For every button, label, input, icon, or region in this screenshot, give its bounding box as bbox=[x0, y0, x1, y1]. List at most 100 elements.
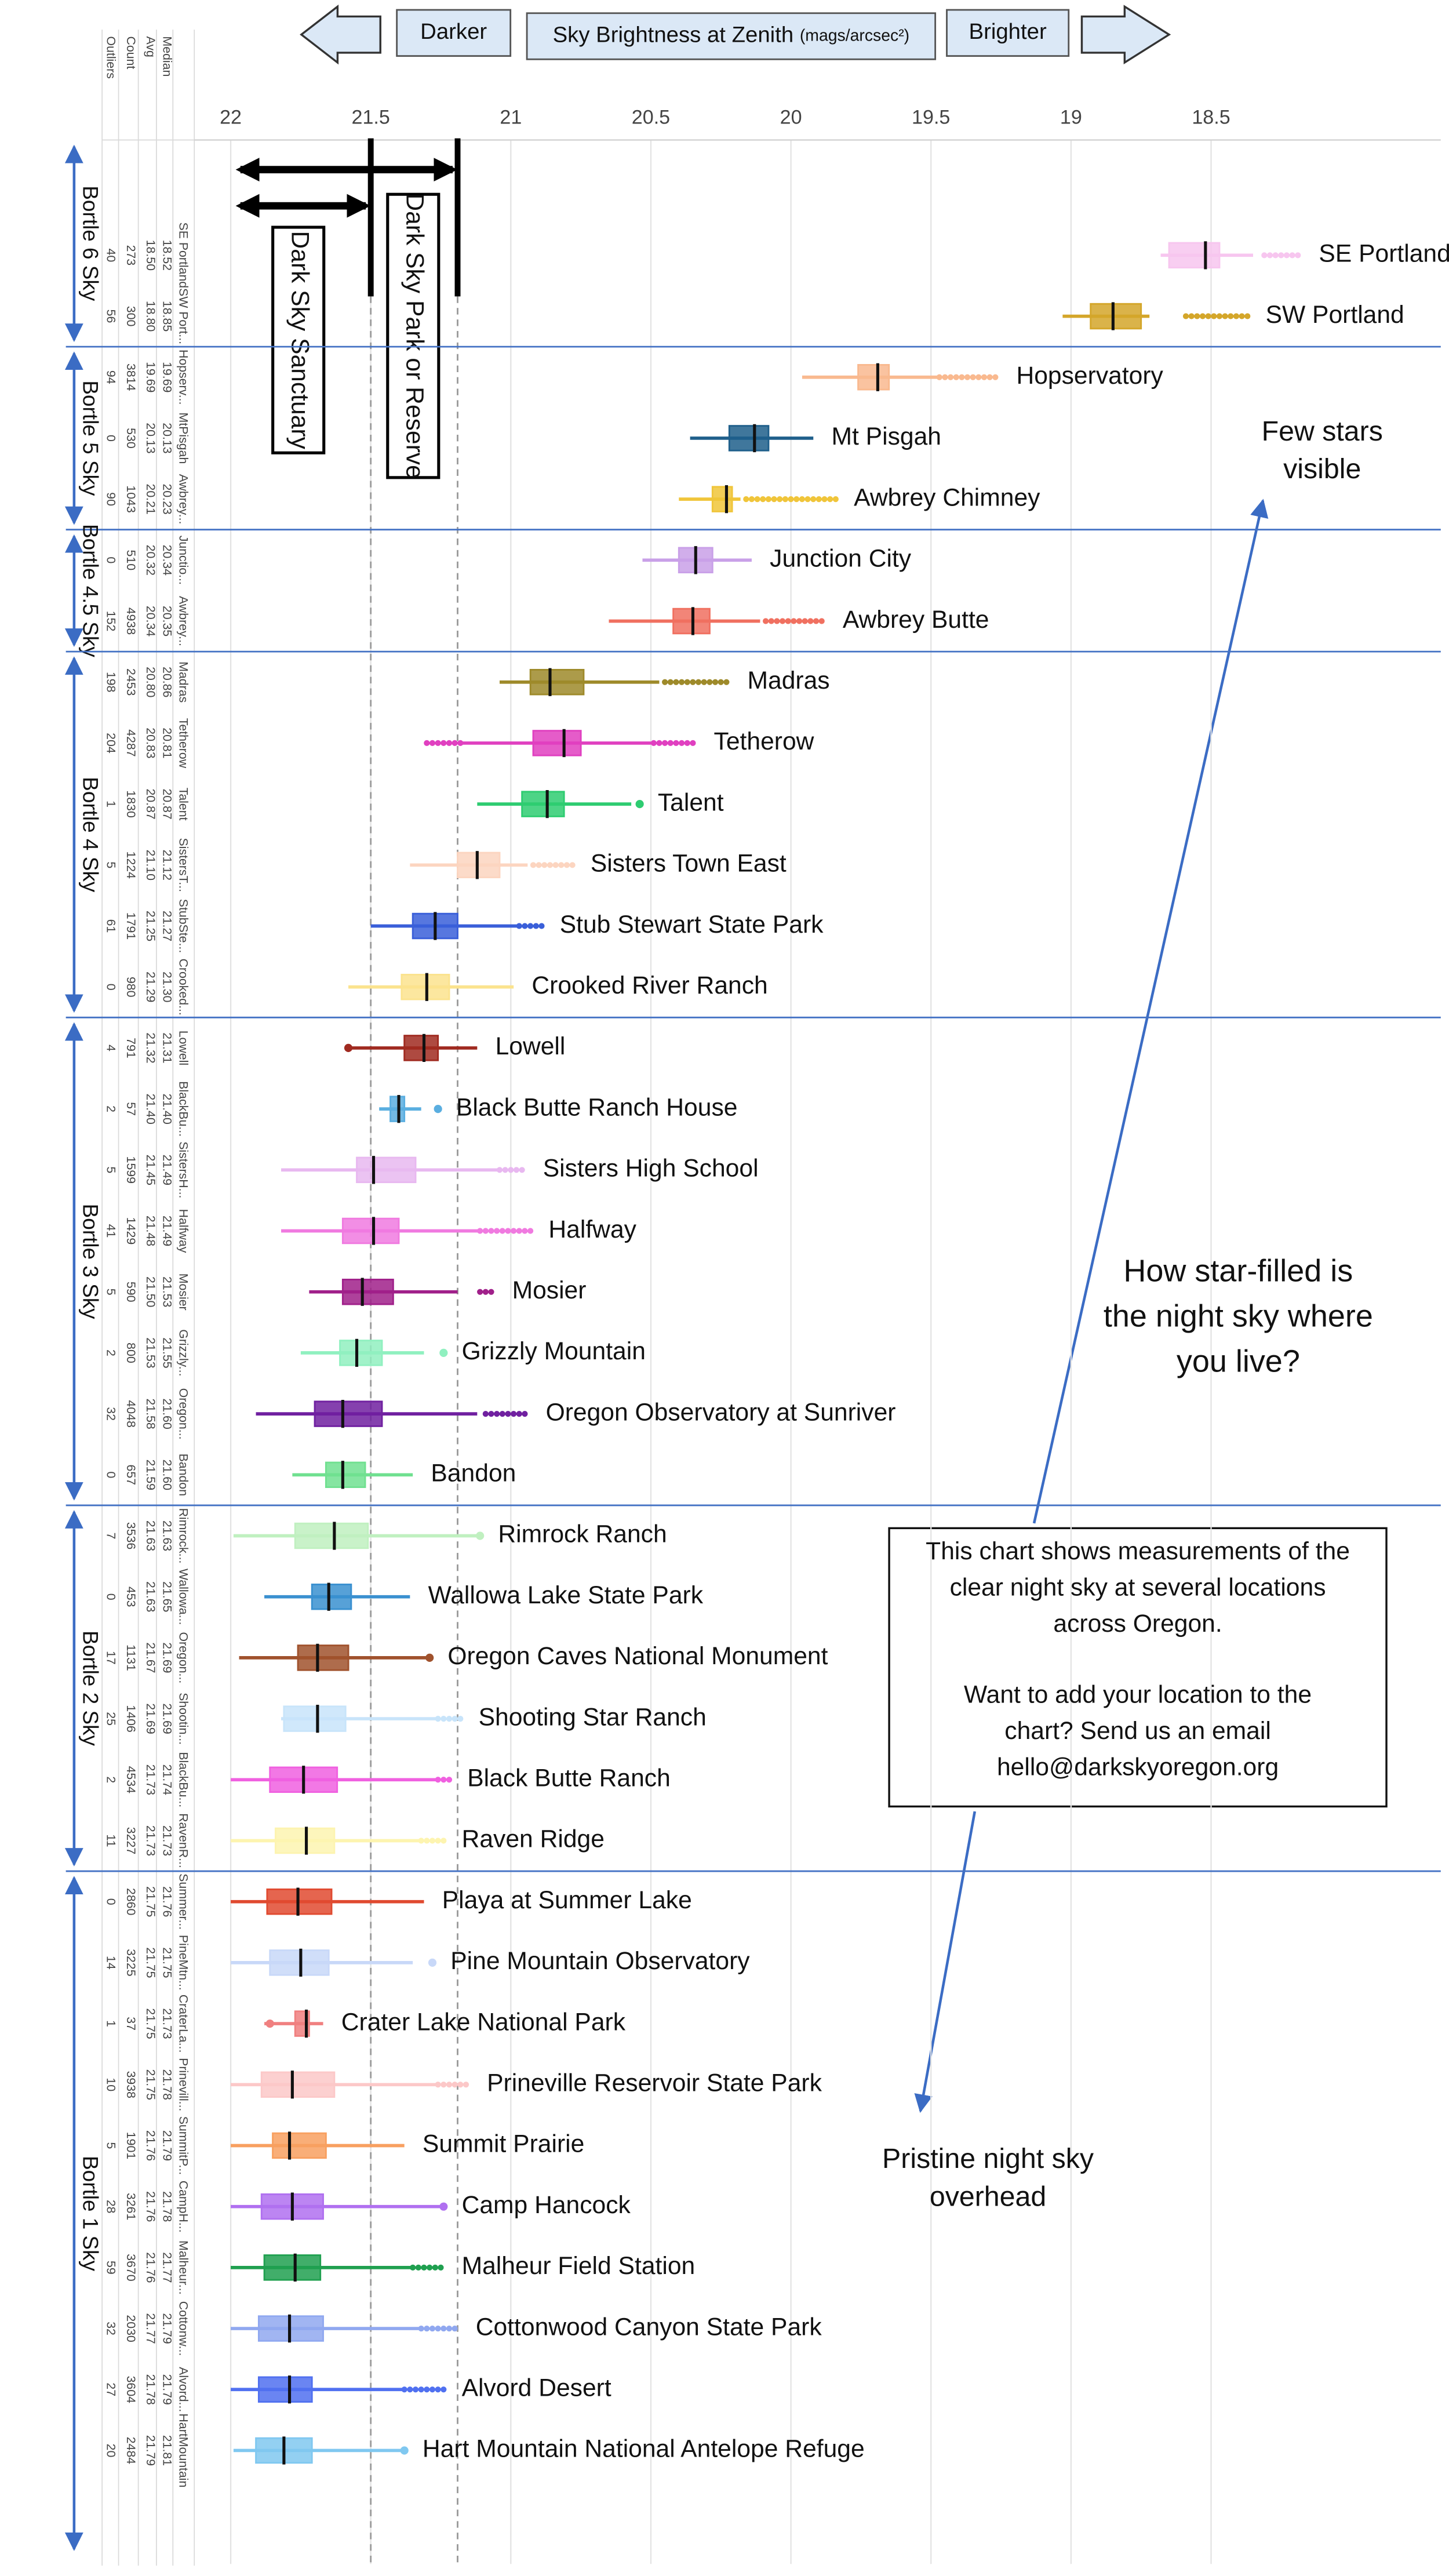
table-median: 21.74 bbox=[160, 1764, 174, 1795]
table-median: 21.69 bbox=[160, 1703, 174, 1734]
table-name: Grizzly... bbox=[177, 1329, 191, 1376]
location-label: Black Butte Ranch House bbox=[456, 1093, 738, 1121]
location-label: Playa at Summer Lake bbox=[442, 1886, 692, 1914]
location-label: Cottonwood Canyon State Park bbox=[476, 2313, 822, 2341]
location-label: Awbrey Butte bbox=[843, 606, 989, 634]
table-avg: 21.76 bbox=[144, 2191, 158, 2222]
table-avg: 21.67 bbox=[144, 1642, 158, 1673]
box bbox=[857, 364, 890, 391]
table-header: Count bbox=[124, 36, 138, 69]
table-count: 1599 bbox=[124, 1156, 138, 1184]
table-name: Wallowa... bbox=[177, 1569, 191, 1625]
annotation: overhead bbox=[930, 2181, 1046, 2212]
table-count: 590 bbox=[124, 1282, 138, 1302]
darker-label: Darker bbox=[420, 19, 487, 44]
table-count: 1224 bbox=[124, 852, 138, 879]
table-median: 21.40 bbox=[160, 1093, 174, 1124]
table-header: Median bbox=[160, 36, 174, 77]
location-label: Halfway bbox=[548, 1216, 636, 1243]
table-avg: 21.79 bbox=[144, 2435, 158, 2466]
table-median: 18.52 bbox=[160, 240, 174, 271]
table-count: 530 bbox=[124, 428, 138, 449]
table-median: 21.81 bbox=[160, 2435, 174, 2466]
outlier bbox=[476, 1531, 485, 1540]
table-outliers: 0 bbox=[104, 435, 118, 442]
table-name: HartMountain bbox=[177, 2414, 191, 2488]
table-outliers: 14 bbox=[104, 1956, 118, 1970]
title-unit: (mags/arcsec²) bbox=[800, 26, 909, 45]
table-median: 20.23 bbox=[160, 483, 174, 514]
location-label: Prineville Reservoir State Park bbox=[487, 2069, 822, 2097]
box bbox=[1090, 303, 1142, 330]
outlier bbox=[400, 2446, 409, 2455]
outlier bbox=[428, 1958, 437, 1967]
table-outliers: 4 bbox=[104, 1045, 118, 1051]
table-outliers: 1 bbox=[104, 801, 118, 807]
group-label: Bortle 3 Sky bbox=[79, 1204, 103, 1320]
table-median: 21.12 bbox=[160, 850, 174, 881]
table-avg: 21.76 bbox=[144, 2252, 158, 2283]
table-name: BlackBu... bbox=[177, 1752, 191, 1807]
table-outliers: 5 bbox=[104, 861, 118, 868]
table-outliers: 2 bbox=[104, 1776, 118, 1783]
box bbox=[311, 1583, 352, 1610]
location-label: Rimrock Ranch bbox=[498, 1520, 667, 1548]
callout-text: clear night sky at several locations bbox=[950, 1574, 1326, 1602]
table-outliers: 5 bbox=[104, 2142, 118, 2149]
table-count: 3261 bbox=[124, 2193, 138, 2220]
table-name: Talent bbox=[177, 788, 191, 821]
group-label: Bortle 5 Sky bbox=[79, 380, 103, 496]
table-avg: 20.83 bbox=[144, 727, 158, 758]
outlier bbox=[635, 800, 644, 809]
location-label: SE Portland bbox=[1319, 240, 1449, 268]
table-count: 657 bbox=[124, 1465, 138, 1486]
location-label: Summit Prairie bbox=[423, 2130, 584, 2158]
brighter-box bbox=[946, 9, 1070, 57]
table-median: 21.60 bbox=[160, 1460, 174, 1490]
table-name: Shootin... bbox=[177, 1693, 191, 1745]
title-box bbox=[526, 12, 937, 60]
table-avg: 21.10 bbox=[144, 850, 158, 881]
table-name: CampH... bbox=[177, 2181, 191, 2233]
group-label: Bortle 4.5 Sky bbox=[79, 524, 103, 657]
table-count: 791 bbox=[124, 1038, 138, 1058]
box bbox=[260, 2071, 336, 2098]
table-outliers: 10 bbox=[104, 2077, 118, 2091]
table-median: 21.78 bbox=[160, 2191, 174, 2222]
table-name: BlackBu... bbox=[177, 1081, 191, 1137]
table-header: Outliers bbox=[104, 36, 118, 78]
table-count: 980 bbox=[124, 977, 138, 998]
box bbox=[356, 1156, 417, 1184]
table-avg: 21.76 bbox=[144, 2130, 158, 2161]
table-count: 3814 bbox=[124, 363, 138, 391]
table-median: 21.69 bbox=[160, 1642, 174, 1673]
table-count: 1830 bbox=[124, 790, 138, 818]
table-avg: 21.50 bbox=[144, 1276, 158, 1307]
box bbox=[521, 791, 565, 817]
table-median: 21.77 bbox=[160, 2252, 174, 2283]
location-label: Tetherow bbox=[714, 727, 814, 755]
table-name: Hopserv... bbox=[177, 350, 191, 405]
table-name: SistersT... bbox=[177, 838, 191, 893]
annotation: Few stars bbox=[1262, 416, 1383, 447]
table-frame bbox=[101, 30, 195, 2566]
pointer-arrow bbox=[914, 1811, 977, 2113]
table-median: 21.49 bbox=[160, 1216, 174, 1246]
table-count: 510 bbox=[124, 550, 138, 571]
box bbox=[728, 425, 770, 452]
table-count: 2860 bbox=[124, 1888, 138, 1916]
x-tick-label: 18.5 bbox=[1192, 107, 1230, 129]
table-avg: 21.63 bbox=[144, 1520, 158, 1551]
table-avg: 21.25 bbox=[144, 911, 158, 941]
table-avg: 21.75 bbox=[144, 1886, 158, 1917]
annotation: you live? bbox=[1177, 1344, 1300, 1379]
table-name: Junctio... bbox=[177, 536, 191, 585]
table-median: 20.35 bbox=[160, 606, 174, 636]
table-avg: 21.32 bbox=[144, 1032, 158, 1063]
table-outliers: 0 bbox=[104, 1898, 118, 1905]
table-name: Prinevill... bbox=[177, 2058, 191, 2111]
location-label: Wallowa Lake State Park bbox=[428, 1581, 704, 1609]
callout-text: This chart shows measurements of the bbox=[926, 1537, 1350, 1565]
location-label: Talent bbox=[658, 788, 724, 816]
table-avg: 20.80 bbox=[144, 667, 158, 697]
